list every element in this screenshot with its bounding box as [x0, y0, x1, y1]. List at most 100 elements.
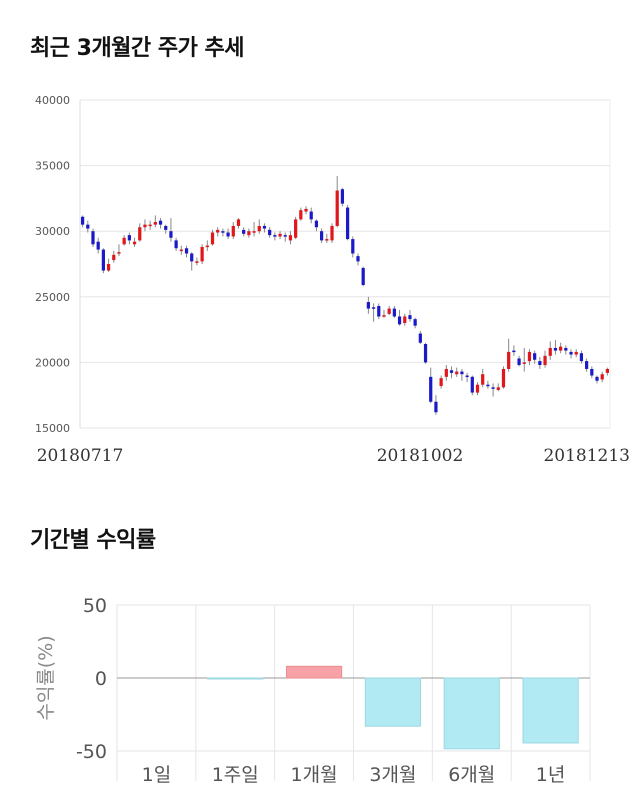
candle-down [408, 315, 412, 320]
candle-up [548, 347, 552, 356]
candle-down [585, 361, 589, 369]
return-bar [285, 665, 343, 679]
candle-up [216, 229, 220, 233]
candle-down [533, 353, 537, 360]
stock-y-tick-label: 30000 [35, 225, 70, 238]
candle-up [455, 371, 459, 375]
candle-down [86, 224, 90, 229]
candle-down [460, 371, 464, 375]
return-bar [207, 677, 264, 680]
candle-down [392, 308, 396, 317]
return-x-ticks: 1일 1주일 1개월 3개월 6개월 1년 [142, 764, 566, 786]
return-x-tick-label: 1개월 [291, 764, 338, 786]
candle-down [423, 344, 428, 363]
candle-down [449, 370, 454, 373]
return-x-tick-label: 1주일 [212, 764, 259, 786]
candle-down [242, 229, 246, 234]
candle-down [309, 211, 313, 220]
candle-down [361, 267, 365, 285]
candle-down [486, 384, 490, 387]
candle-up [112, 254, 116, 261]
candle-up [148, 224, 152, 227]
stock-y-tick-label: 20000 [35, 356, 70, 369]
candle-up [247, 231, 251, 236]
stock-y-tick-label: 25000 [35, 291, 70, 304]
candle-up [231, 225, 235, 237]
return-bars [207, 665, 579, 750]
candle-up [106, 264, 111, 271]
candle-up [325, 239, 329, 241]
candle-up [138, 227, 142, 241]
candle-up [257, 225, 261, 232]
candle-up [382, 315, 386, 317]
candle-down [418, 333, 422, 343]
candle-down [190, 253, 194, 262]
candle-down [164, 225, 168, 230]
candle-down [226, 232, 230, 237]
stock-x-tick-label: 20181002 [377, 446, 464, 466]
return-x-tick-label: 3개월 [369, 764, 416, 786]
candle-up [278, 233, 282, 237]
candle-up [210, 232, 215, 245]
candle-up [117, 252, 121, 254]
candle-down [371, 307, 376, 309]
candle-up [403, 316, 407, 324]
return-x-tick-label: 6개월 [448, 764, 495, 786]
candle-up [387, 308, 391, 314]
candle-up [122, 237, 126, 245]
return-bar [443, 677, 500, 750]
candle-down [169, 231, 173, 238]
candle-up [507, 351, 511, 369]
candle-down [397, 316, 402, 325]
candle-up [574, 351, 578, 355]
return-y-axis-label: 수익률(%) [35, 635, 57, 720]
candle-down [413, 319, 417, 326]
candle-up [439, 378, 443, 387]
candle-down [101, 249, 105, 271]
candle-down [434, 401, 438, 413]
candle-up [288, 235, 293, 241]
period-return-title: 기간별 수익률 [30, 528, 156, 553]
return-y-tick-label: 0 [95, 668, 107, 690]
candle-up [543, 355, 547, 366]
candle-down [356, 256, 360, 262]
candle-down [158, 220, 163, 225]
candle-down [340, 189, 345, 204]
stock-x-ticks: 20180717 20181002 20181213 [37, 446, 630, 466]
candle-down [268, 229, 272, 236]
candle-up [522, 362, 526, 364]
candle-down [491, 387, 495, 389]
candle-down [262, 225, 267, 229]
candle-down [553, 347, 558, 351]
candle-down [184, 248, 189, 254]
candle-up [496, 387, 500, 390]
candle-up [299, 210, 303, 220]
return-x-tick-label: 1일 [142, 764, 172, 786]
candle-up [205, 245, 209, 248]
candle-up [304, 208, 308, 212]
candle-down [470, 376, 474, 393]
candle-down [579, 353, 584, 362]
candle-down [429, 376, 433, 402]
candle-down [96, 241, 100, 250]
candle-up [475, 384, 480, 393]
candle-down [221, 231, 225, 233]
candle-up [236, 219, 241, 226]
candle-up [200, 246, 204, 262]
return-x-tick-label: 1년 [536, 764, 566, 786]
candle-up [600, 374, 604, 380]
candle-up [179, 249, 183, 252]
candle-down [127, 235, 131, 241]
candle-down [512, 350, 516, 353]
candle-up [559, 346, 563, 351]
stock-x-tick-label: 20180717 [37, 446, 124, 466]
candle-up [605, 368, 610, 373]
stock-y-ticks: 40000 35000 30000 25000 20000 15000 [35, 94, 70, 435]
candle-down [314, 220, 319, 228]
candle-up [153, 222, 157, 225]
candle-down [590, 368, 594, 376]
candle-down [320, 231, 324, 241]
candle-down [351, 239, 355, 254]
candle-up [444, 368, 448, 377]
